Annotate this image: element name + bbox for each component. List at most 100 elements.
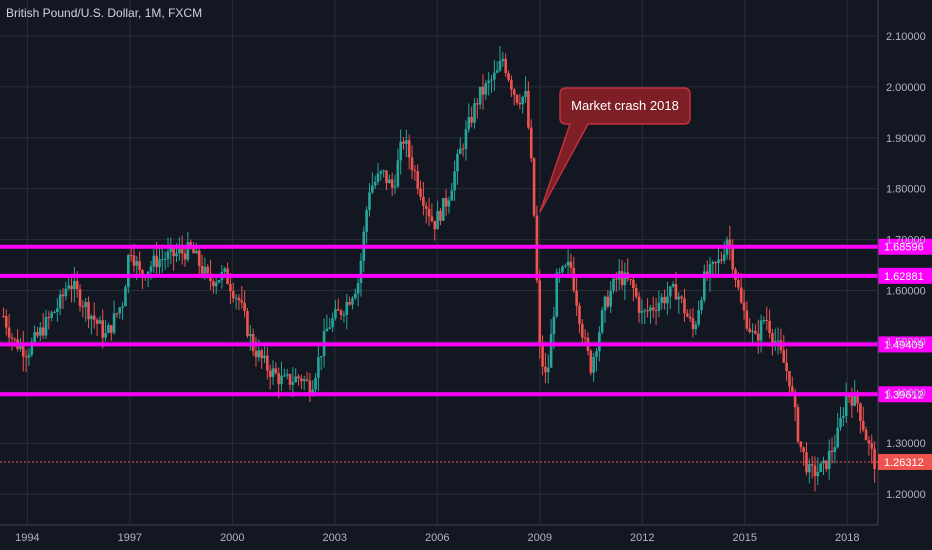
candle-body (441, 197, 445, 221)
candle-body (649, 307, 652, 312)
candle-body (816, 471, 820, 477)
time-tick-label: 2015 (733, 532, 757, 544)
time-tick-label: 2009 (528, 532, 552, 544)
candle-body (711, 262, 715, 265)
price-tick-label: 1.70000 (886, 235, 926, 247)
candle-body (342, 314, 346, 316)
last-price-label: 1.26312 (884, 457, 924, 469)
candle-body (844, 396, 848, 416)
candle-body (680, 296, 683, 299)
candle-body (280, 375, 283, 385)
candle-body (277, 373, 280, 385)
candle-body (90, 315, 93, 320)
candle-body (839, 418, 842, 428)
candle-body (805, 452, 808, 473)
candle-body (19, 345, 22, 350)
candle-body (657, 302, 661, 311)
candle-body (703, 271, 706, 301)
candle-body (223, 268, 227, 272)
candle-body (229, 284, 232, 292)
candle-body (731, 245, 734, 270)
candle-body (379, 171, 383, 174)
candle-body (720, 259, 723, 261)
candle-body (169, 247, 173, 252)
time-tick-label: 2000 (220, 532, 244, 544)
candle-body (314, 377, 317, 390)
candle-body (663, 297, 666, 304)
price-tick-label: 1.90000 (886, 133, 926, 145)
candle-body (246, 311, 249, 336)
candle-body (189, 242, 193, 247)
candle-body (13, 338, 17, 340)
support-resistance-levels[interactable]: 1.68596 1.62881 1.49409 1.39612 (0, 238, 932, 403)
candle-body (334, 309, 337, 319)
candle-body (217, 280, 221, 283)
candle-body (671, 284, 675, 287)
candle-body (135, 261, 139, 266)
candle-body (833, 447, 837, 452)
candle-body (124, 287, 127, 307)
candle-body (722, 254, 726, 261)
candle-body (203, 266, 207, 274)
candle-body (183, 253, 187, 260)
candle-body (507, 72, 510, 80)
candle-body (788, 371, 791, 387)
candle-body (583, 337, 587, 339)
candle-body (283, 375, 286, 377)
candle-body (390, 179, 394, 188)
candle-body (291, 382, 295, 385)
candle-body (260, 350, 263, 359)
candle-body (555, 272, 559, 317)
candle-body (271, 368, 275, 377)
candle-body (717, 259, 720, 264)
candle-body (410, 157, 414, 171)
candle-body (98, 320, 102, 324)
candle-body (691, 318, 695, 330)
candle-body (623, 272, 627, 286)
candle-body (637, 296, 641, 313)
candle-body (504, 58, 507, 73)
candle-body (351, 298, 354, 305)
candle-body (132, 255, 136, 266)
candle-body (376, 173, 380, 182)
candle-body (578, 305, 581, 324)
candle-body (317, 357, 320, 378)
candle-body (36, 332, 39, 336)
candle-body (149, 266, 153, 272)
candle-body (53, 311, 56, 313)
candle-body (456, 153, 459, 172)
level-price-tag (878, 267, 932, 284)
candle-body (450, 190, 454, 201)
candle-body (827, 450, 831, 469)
candle-body (458, 148, 462, 154)
time-tick-label: 1997 (118, 532, 142, 544)
candle-body (629, 279, 632, 281)
price-tick-label: 2.00000 (886, 82, 926, 94)
candle-body (382, 170, 385, 172)
candle-body (439, 210, 442, 221)
candle-body (762, 320, 766, 322)
annotation-bubble[interactable] (539, 87, 691, 213)
candle-body (830, 450, 834, 452)
level-price-tag (878, 238, 932, 255)
candle-body (847, 396, 851, 398)
last-price-tag (878, 453, 932, 470)
annotation-callout[interactable]: Market crash 2018 (539, 87, 691, 213)
candle-body (138, 261, 141, 271)
candle-body (302, 379, 306, 382)
candle-body (819, 463, 822, 472)
candle-body (856, 392, 859, 404)
candle-body (793, 392, 797, 408)
candle-body (581, 323, 584, 338)
candle-body (714, 262, 717, 264)
candle-body (558, 272, 561, 274)
candle-body (178, 248, 181, 254)
candle-body (266, 355, 269, 371)
candle-body (745, 310, 749, 329)
candle-body (243, 302, 246, 312)
price-tick-label: 2.10000 (886, 31, 926, 43)
candle-body (73, 280, 76, 290)
candle-body (825, 460, 828, 469)
candle-body (348, 301, 351, 305)
